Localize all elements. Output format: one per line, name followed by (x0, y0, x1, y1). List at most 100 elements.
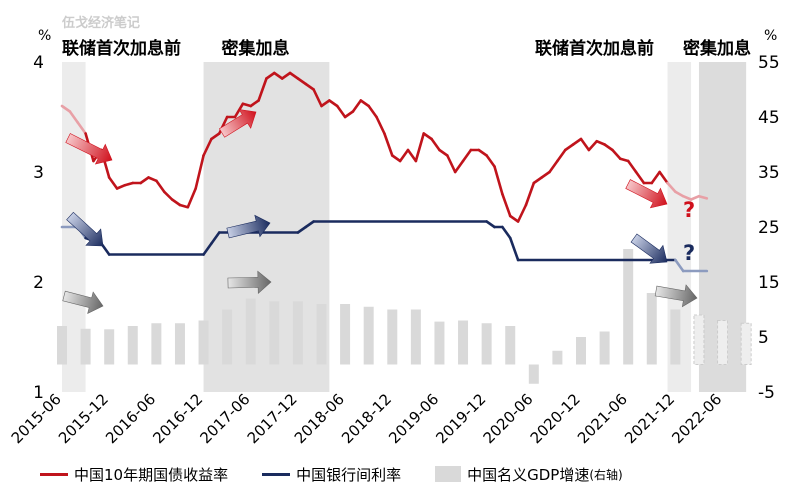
arrow-right-gray-2-shape (227, 270, 272, 294)
bond-yield-segment-13 (162, 190, 174, 201)
gdp-bar-2018-06 (340, 304, 351, 365)
bond-yield-segment-63 (556, 148, 567, 163)
gdp-bar-2016-03 (127, 326, 138, 365)
bond-yield-segment-14 (170, 198, 182, 207)
bond-yield-segment-78 (674, 190, 685, 198)
x-tick-2022-06: 2022-06 (668, 390, 725, 447)
gdp-bar-2022-06 (717, 320, 729, 365)
x-tick-2015-12: 2015-12 (55, 390, 112, 447)
right-tick-55: 55 (758, 53, 780, 73)
bond-yield-segment-24 (249, 99, 260, 108)
bond-yield-segment-15 (178, 203, 190, 209)
right-tick-35: 35 (758, 163, 780, 183)
gdp-bar-2021-03 (599, 331, 610, 365)
arrow-right-gray-1-shape (62, 290, 104, 314)
watermark: 伍戈经济笔记 (62, 16, 141, 31)
gdp-bar-2015-09 (80, 328, 91, 365)
right-tick-25: 25 (758, 218, 780, 238)
bond-yield-segment-2 (76, 121, 87, 135)
bond-yield-segment-22 (233, 102, 245, 119)
bond-yield-segment-54 (485, 154, 496, 168)
period-label-1: 密集加息 (222, 38, 290, 59)
x-tick-2017-06: 2017-06 (197, 390, 254, 447)
bond-yield-segment-46 (422, 132, 433, 141)
question-mark-yield: ? (683, 198, 695, 222)
left-tick-3: 3 (33, 163, 44, 183)
arrow-down-navy-1-shape (66, 211, 104, 247)
bond-yield-segment-76 (658, 170, 669, 185)
legend-item-interbank-rate: 中国银行间利率 (262, 464, 401, 485)
bond-yield-segment-53 (477, 148, 488, 157)
bond-yield-segment-1 (68, 110, 80, 124)
legend-item-bond-yield: 中国10年期国债收益率 (40, 464, 228, 485)
bond-yield-segment-11 (147, 176, 158, 183)
arrow-up-red-2-shape (218, 109, 257, 138)
left-tick-1: 1 (33, 383, 44, 403)
arrow-right-gray-2 (227, 270, 272, 294)
arrow-right-gray-3 (654, 284, 698, 308)
legend-label-gdp-suffix: (右轴) (589, 467, 623, 482)
x-tick-2021-06: 2021-06 (574, 390, 631, 447)
interbank-rate-segment-13 (501, 225, 512, 240)
bond-yield-segment-73 (634, 170, 646, 185)
arrow-right-gray-1 (62, 290, 104, 314)
x-tick-2017-12: 2017-12 (244, 390, 301, 447)
bond-yield-segment-28 (280, 71, 292, 80)
x-tick-2016-12: 2016-12 (149, 390, 206, 447)
gdp-bar-2016-09 (174, 323, 185, 365)
interbank-rate-segment-6 (210, 231, 221, 245)
bond-yield-segment-50 (453, 159, 465, 174)
bond-yield-segment-59 (524, 181, 536, 207)
gdp-bar-2018-12 (387, 309, 398, 365)
bond-yield-segment-27 (273, 71, 284, 80)
bond-yield-segment-68 (595, 139, 606, 146)
x-tick-2020-06: 2020-06 (480, 390, 537, 447)
arrow-down-red-1 (65, 133, 113, 165)
bond-yield-segment-35 (335, 104, 347, 119)
bond-yield-segment-38 (359, 99, 370, 108)
gdp-bar-2018-09 (363, 306, 374, 365)
bond-yield-segment-45 (414, 132, 426, 163)
bond-yield-segment-18 (202, 137, 213, 157)
right-tick-45: 45 (758, 108, 780, 128)
bond-yield-segment-19 (210, 132, 221, 141)
gdp-bar-2020-12 (576, 337, 586, 365)
legend-label-gdp: 中国名义GDP增速 (467, 465, 590, 484)
gdp-bar-2016-12 (198, 320, 209, 365)
bond-yield-segment-44 (406, 148, 418, 163)
arrow-down-navy-3 (630, 233, 668, 264)
gdp-bar-2015-12 (104, 329, 115, 365)
interbank-rate-segment-9 (304, 220, 315, 229)
bond-yield-segment-75 (650, 170, 661, 185)
gdp-bar-2019-03 (410, 309, 421, 365)
bond-yield-segment-33 (320, 99, 331, 108)
x-tick-2016-06: 2016-06 (102, 390, 159, 447)
bond-yield-segment-39 (367, 104, 378, 119)
right-tick--5: -5 (758, 383, 775, 403)
bond-yield-segment-64 (563, 143, 575, 152)
left-tick-4: 4 (33, 53, 44, 73)
question-mark-interbank: ? (683, 241, 695, 265)
bond-yield-segment-81 (697, 194, 709, 200)
gdp-bar-2017-09 (269, 301, 280, 365)
bond-yield-segment-49 (446, 154, 457, 174)
gdp-bar-2020-03 (505, 326, 516, 365)
x-tick-2019-12: 2019-12 (432, 390, 489, 447)
arrow-down-navy-1 (66, 211, 104, 247)
right-unit: % (764, 28, 777, 44)
bond-yield-segment-71 (619, 157, 630, 163)
bond-yield-segment-31 (304, 82, 315, 91)
gdp-bar-2015-06 (57, 326, 67, 365)
bond-yield-segment-48 (438, 148, 449, 157)
arrow-down-navy-3-shape (630, 233, 668, 264)
gdp-bar-2017-03 (222, 309, 233, 365)
legend-item-gdp: 中国名义GDP增速 (右轴) (435, 464, 623, 485)
gdp-bar-2020-06 (528, 364, 539, 384)
bond-yield-segment-43 (398, 148, 410, 163)
bond-yield-segment-72 (626, 159, 638, 174)
bond-yield-segment-40 (375, 115, 386, 135)
left-tick-2: 2 (33, 273, 44, 293)
bond-yield-segment-25 (257, 77, 268, 102)
bond-yield-segment-56 (501, 192, 512, 218)
bond-yield-segment-58 (516, 203, 528, 223)
